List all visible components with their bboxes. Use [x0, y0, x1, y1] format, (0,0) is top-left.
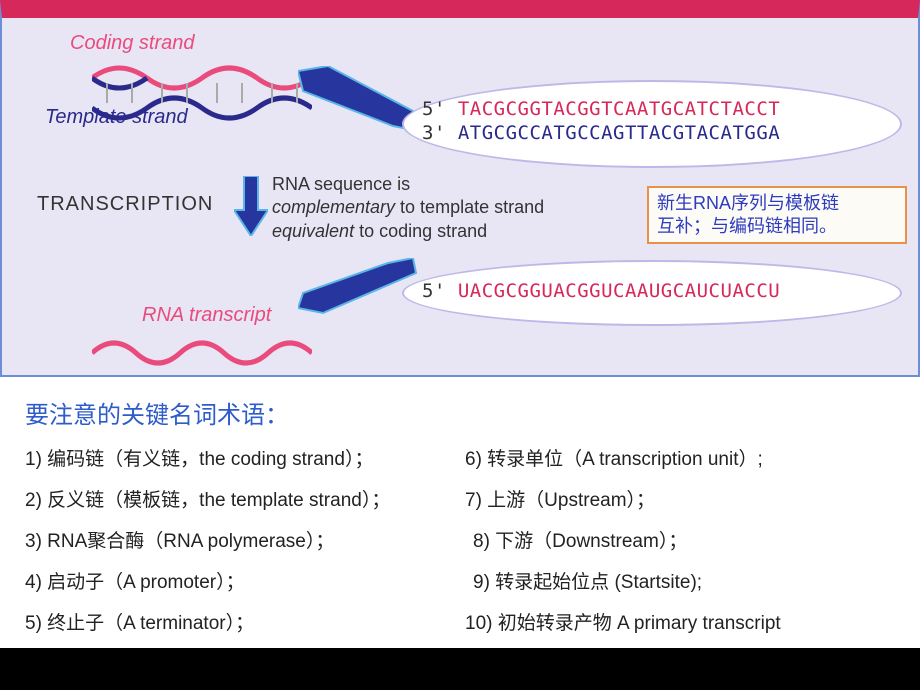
transcription-label: TRANSCRIPTION: [37, 193, 213, 216]
term-item: 8) 下游（Downstream）；: [465, 526, 895, 553]
terms-panel: 要注意的关键名词术语： 1) 编码链（有义链，the coding strand…: [0, 377, 920, 635]
arrow-to-dna-seq: [298, 66, 418, 136]
term-item: 4) 启动子（A promoter）；: [25, 567, 465, 594]
slide: Coding strand Template strand 5' TACGCGG…: [0, 0, 920, 690]
term-item: 6) 转录单位（A transcription unit）;: [465, 444, 895, 471]
callout-annotation: 新生RNA序列与模板链互补；与编码链相同。: [647, 186, 907, 244]
coding-sequence: 5' TACGCGGTACGGTCAATGCATCTACCT: [422, 98, 780, 120]
rna-description: RNA sequence is complementary to templat…: [272, 173, 544, 243]
bottom-black-bar: [0, 648, 920, 690]
transcription-arrow-icon: [234, 176, 268, 236]
terms-list: 1) 编码链（有义链，the coding strand）； 6) 转录单位（A…: [25, 444, 895, 635]
rna-single-strand: [92, 333, 312, 373]
rna-sequence: 5' UACGCGGUACGGUCAAUGCAUCUACCU: [422, 280, 780, 302]
arrow-to-rna-seq: [298, 258, 418, 318]
term-item: 10) 初始转录产物 A primary transcript: [465, 608, 895, 635]
term-item: 1) 编码链（有义链，the coding strand）；: [25, 444, 465, 471]
term-item: 9) 转录起始位点 (Startsite);: [465, 567, 895, 594]
term-item: 5) 终止子（A terminator）；: [25, 608, 465, 635]
coding-strand-label: Coding strand: [70, 32, 195, 55]
term-item: 2) 反义链（模板链，the template strand）；: [25, 485, 465, 512]
rna-transcript-label: RNA transcript: [142, 304, 271, 327]
template-sequence: 3' ATGCGCCATGCCAGTTACGTACATGGA: [422, 122, 780, 144]
term-item: 7) 上游（Upstream）；: [465, 485, 895, 512]
dna-double-helix: [92, 58, 312, 128]
diagram-panel: Coding strand Template strand 5' TACGCGG…: [0, 0, 920, 377]
terms-title: 要注意的关键名词术语：: [25, 395, 895, 430]
term-item: 3) RNA聚合酶（RNA polymerase）；: [25, 526, 465, 553]
